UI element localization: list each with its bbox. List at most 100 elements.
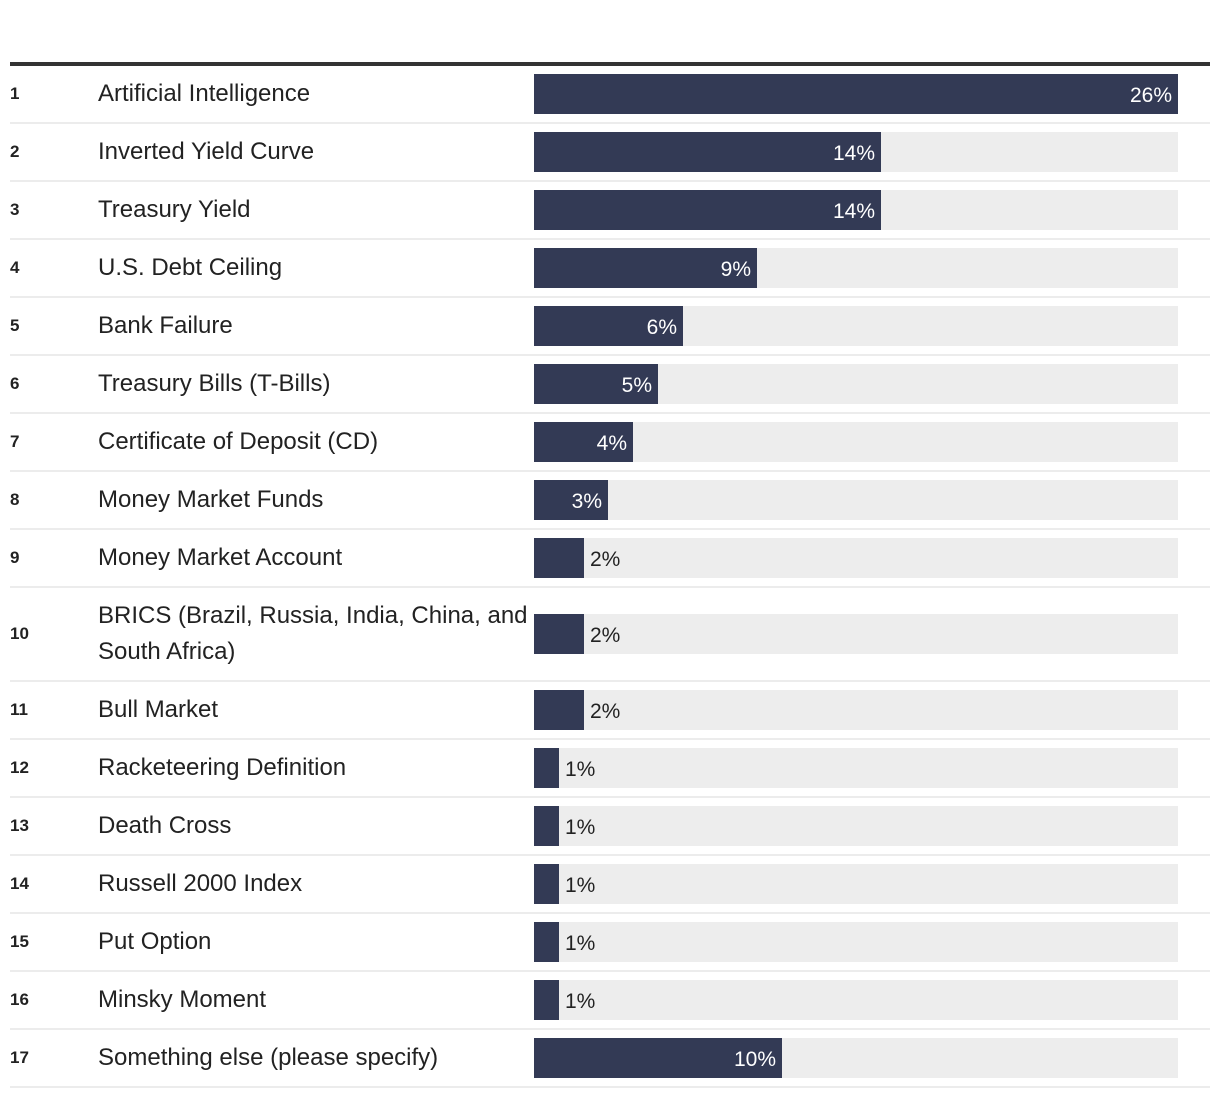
value-label: 1%: [565, 932, 596, 955]
chart-row: 1 Artificial Intelligence 26%: [10, 66, 1210, 124]
value-label: 14%: [832, 200, 875, 223]
rank-number: 10: [10, 624, 29, 643]
bar: [534, 422, 633, 462]
bar: [534, 480, 608, 520]
category-label: Certificate of Deposit (CD): [98, 428, 379, 455]
value-label: 1%: [565, 874, 596, 897]
category-label: Treasury Yield: [98, 196, 251, 223]
value-label: 1%: [565, 816, 596, 839]
chart-row: 2 Inverted Yield Curve 14%: [10, 124, 1210, 182]
bar-track: 9%: [534, 248, 1178, 288]
bar: [534, 690, 584, 730]
bar-track: 1%: [534, 748, 1178, 788]
value-label: 10%: [733, 1048, 776, 1071]
bar-track: 14%: [534, 190, 1178, 230]
category-label: Put Option: [98, 928, 212, 955]
bar: [534, 364, 658, 404]
value-label: 9%: [720, 258, 751, 281]
bar: [534, 922, 559, 962]
chart-row: 7 Certificate of Deposit (CD) 4%: [10, 414, 1210, 472]
bar-track: 10%: [534, 1038, 1178, 1078]
chart-row: 12 Racketeering Definition 1%: [10, 740, 1210, 798]
category-label: Racketeering Definition: [98, 754, 347, 781]
bar: [534, 74, 1178, 114]
value-label: 2%: [590, 548, 621, 571]
chart-row: 9 Money Market Account 2%: [10, 530, 1210, 588]
rank-number: 8: [10, 490, 20, 509]
bar-track: 26%: [534, 74, 1178, 114]
bar-track: 5%: [534, 364, 1178, 404]
category-label: Minsky Moment: [98, 986, 267, 1013]
rank-number: 16: [10, 990, 29, 1009]
chart-row: 13 Death Cross 1%: [10, 798, 1210, 856]
bar-track: 1%: [534, 864, 1178, 904]
chart-row: 5 Bank Failure 6%: [10, 298, 1210, 356]
category-label: Bull Market: [98, 696, 219, 723]
bar-track: 2%: [534, 614, 1178, 654]
rank-number: 4: [10, 258, 20, 277]
value-label: 1%: [565, 758, 596, 781]
bar: [534, 1038, 782, 1078]
value-label: 4%: [596, 432, 627, 455]
category-label: Something else (please specify): [98, 1044, 439, 1071]
rank-number: 2: [10, 142, 20, 161]
rank-number: 3: [10, 200, 20, 219]
rank-number: 17: [10, 1048, 29, 1067]
rank-number: 11: [10, 700, 28, 719]
value-label: 2%: [590, 700, 621, 723]
category-label: BRICS (Brazil, Russia, India, China, and…: [98, 602, 528, 665]
value-label: 3%: [571, 490, 602, 513]
bar-track: 4%: [534, 422, 1178, 462]
bar: [534, 306, 683, 346]
bar-track: 1%: [534, 980, 1178, 1020]
bar: [534, 864, 559, 904]
rank-number: 15: [10, 932, 29, 951]
rank-number: 9: [10, 548, 20, 567]
category-label: Russell 2000 Index: [98, 870, 303, 897]
category-label: Treasury Bills (T-Bills): [98, 370, 331, 397]
bar: [534, 980, 559, 1020]
chart-row: 16 Minsky Moment 1%: [10, 972, 1210, 1030]
category-label: Bank Failure: [98, 312, 233, 339]
rank-number: 13: [10, 816, 29, 835]
value-label: 2%: [590, 624, 621, 647]
bar-track: 1%: [534, 922, 1178, 962]
value-label: 1%: [565, 990, 596, 1013]
bar: [534, 806, 559, 846]
chart-row: 11 Bull Market 2%: [10, 682, 1210, 740]
chart-row: 17 Something else (please specify) 10%: [10, 1030, 1210, 1088]
rank-number: 12: [10, 758, 29, 777]
chart-row: 3 Treasury Yield 14%: [10, 182, 1210, 240]
rank-number: 6: [10, 374, 20, 393]
chart-row: 15 Put Option 1%: [10, 914, 1210, 972]
bar-track: 3%: [534, 480, 1178, 520]
value-label: 14%: [832, 142, 875, 165]
chart-row: 10 BRICS (Brazil, Russia, India, China, a…: [10, 588, 1210, 682]
category-label: Death Cross: [98, 812, 232, 839]
bar-track: 2%: [534, 538, 1178, 578]
bar: [534, 190, 881, 230]
bar: [534, 614, 584, 654]
category-label: Money Market Funds: [98, 486, 324, 513]
bar-track: 6%: [534, 306, 1178, 346]
category-label: Artificial Intelligence: [98, 80, 311, 107]
category-label: Inverted Yield Curve: [98, 138, 315, 165]
rank-number: 14: [10, 874, 29, 893]
rank-number: 1: [10, 84, 20, 103]
bar-track: 2%: [534, 690, 1178, 730]
bar-track: 14%: [534, 132, 1178, 172]
chart-row: 8 Money Market Funds 3%: [10, 472, 1210, 530]
bar-track: 1%: [534, 806, 1178, 846]
value-label: 6%: [646, 316, 677, 339]
chart-row: 14 Russell 2000 Index 1%: [10, 856, 1210, 914]
ranked-bar-chart: 1 Artificial Intelligence 26% 2 Inverted Yie…: [10, 62, 1210, 1088]
rank-number: 7: [10, 432, 20, 451]
chart-row: 6 Treasury Bills (T-Bills) 5%: [10, 356, 1210, 414]
bar: [534, 248, 757, 288]
bar: [534, 132, 881, 172]
category-label: U.S. Debt Ceiling: [98, 254, 283, 281]
rank-number: 5: [10, 316, 20, 335]
bar: [534, 748, 559, 788]
bar: [534, 538, 584, 578]
chart-row: 4 U.S. Debt Ceiling 9%: [10, 240, 1210, 298]
